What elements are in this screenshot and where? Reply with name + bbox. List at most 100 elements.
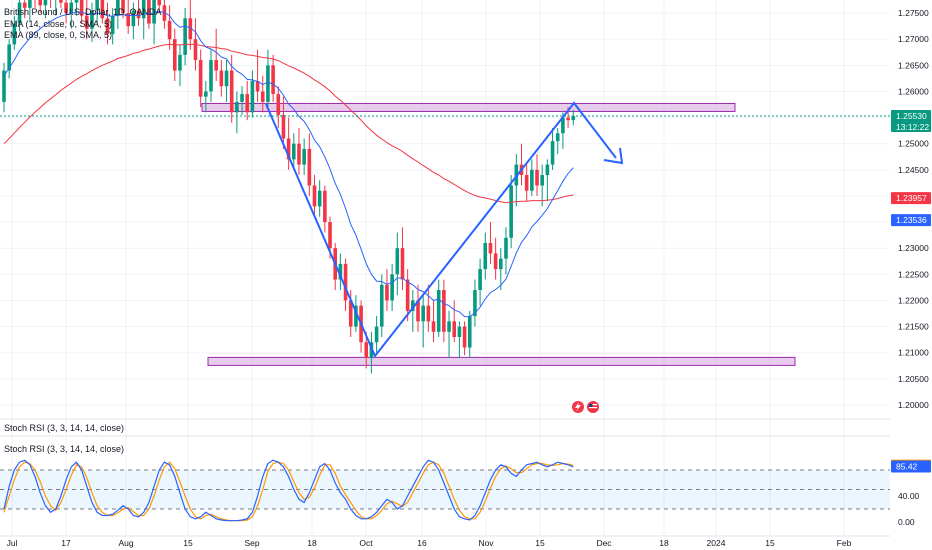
candle-body [524, 175, 529, 191]
candle-body [90, 10, 94, 29]
flag-canton [589, 404, 593, 407]
candle-body [281, 114, 286, 139]
candle-body [509, 185, 513, 238]
candle-body [473, 289, 477, 317]
candle-body [2, 70, 6, 102]
candle-body [499, 258, 503, 270]
candle-body [85, 15, 89, 29]
candle-body [235, 101, 239, 113]
stoch-badge [891, 460, 931, 473]
zone-box[interactable] [207, 356, 796, 366]
candle-body [105, 18, 110, 34]
ema89-legend: EMA (89, close, 0, SMA, 5) [4, 30, 112, 40]
price-tick-label: 1.22000 [898, 295, 929, 305]
candle-body [338, 263, 343, 280]
candle-body [28, 0, 32, 8]
candle-body [328, 222, 332, 249]
candle-body [79, 0, 84, 16]
candle-body [555, 133, 560, 142]
candle-body [38, 0, 43, 6]
zones [201, 102, 796, 366]
candle-body [561, 117, 565, 134]
candle-body [323, 190, 327, 223]
time-tick-label: Sep [244, 538, 259, 548]
price-axis-bg [890, 0, 932, 550]
lightning-glyph [575, 402, 581, 412]
candle-body [374, 326, 379, 343]
time-tick-label: Jul [7, 538, 18, 548]
candle-body [530, 169, 534, 191]
time-tick-label: 15 [535, 538, 545, 548]
flag-stripe [589, 407, 597, 409]
candle-body [43, 0, 48, 6]
candle-body [100, 0, 105, 19]
price-tick-label: 1.27500 [898, 8, 929, 18]
price-axis[interactable]: 1.275001.270001.265001.260001.255001.250… [890, 0, 932, 550]
time-tick-label: 15 [183, 538, 193, 548]
trend-drawing[interactable] [265, 101, 624, 358]
candle-body [214, 60, 218, 71]
stoch-rsi-legend: Stoch RSI (3, 3, 14, 14, close) [4, 444, 124, 454]
candle-body [193, 39, 198, 61]
price-tick-label: 1.20500 [898, 374, 929, 384]
zone-box[interactable] [201, 102, 736, 112]
candle-body [307, 148, 312, 186]
price-tick-label: 1.21500 [898, 322, 929, 332]
candle-body [121, 0, 125, 14]
candle-body [405, 279, 410, 311]
candle-body [260, 91, 265, 102]
candle-body [245, 94, 250, 113]
candle-body [545, 164, 550, 176]
ema89-line [3, 43, 574, 204]
candle-body [416, 300, 420, 322]
price-tick-label: 1.25000 [898, 139, 929, 149]
stoch-tick-label: 0.00 [898, 517, 915, 527]
price-badge-countdown: 13:12:22 [896, 122, 929, 132]
candle-body [59, 0, 63, 3]
candle-body [364, 342, 369, 358]
candle-body [385, 284, 389, 301]
price-tick-label: 1.21000 [898, 348, 929, 358]
price-badge-value: 1.23957 [896, 193, 927, 203]
candle-body [504, 237, 508, 259]
price-tick-label: 1.26000 [898, 86, 929, 96]
candle-body [292, 143, 296, 160]
time-tick-label: Feb [837, 538, 852, 548]
candle-body [131, 10, 136, 27]
candle-body [95, 0, 99, 11]
price-tick-label: 1.26500 [898, 60, 929, 70]
candle-body [317, 190, 322, 207]
candle-body [167, 20, 172, 40]
candle-body [348, 300, 353, 327]
time-tick-label: 2024 [707, 538, 726, 548]
price-badge [891, 214, 931, 227]
time-tick-label: 17 [61, 538, 71, 548]
candle-body [266, 65, 270, 102]
candle-body [343, 263, 348, 301]
trend-polyline[interactable] [265, 101, 617, 358]
candle-body [136, 10, 141, 19]
time-tick-label: 15 [765, 538, 775, 548]
candle-body [141, 0, 146, 19]
flag-stripe [589, 404, 597, 406]
time-axis[interactable]: Jul 17 Aug 15 Sep 18 Oct 16 Nov 15 Dec 18 2024 15 Feb [0, 535, 890, 548]
candle-body [209, 60, 213, 92]
price-badge-value: 1.25530 [896, 111, 927, 121]
candle-body [183, 18, 187, 55]
chart-title: British Pound / U.S. Dollar, 1D, OANDA [4, 7, 162, 17]
candle-body [204, 91, 208, 97]
stoch-line-k [3, 459, 574, 522]
candle-body [379, 284, 384, 327]
candle-body [400, 248, 405, 280]
candle-body [421, 305, 425, 322]
candle-body [152, 0, 156, 24]
candle-body [110, 15, 115, 34]
stoch-rsi-panel [0, 459, 890, 522]
price-tick-label: 1.20000 [898, 400, 929, 410]
candle-body [126, 13, 130, 27]
candle-body [276, 94, 281, 115]
event-icons[interactable] [572, 401, 599, 413]
candle-body [483, 242, 488, 270]
